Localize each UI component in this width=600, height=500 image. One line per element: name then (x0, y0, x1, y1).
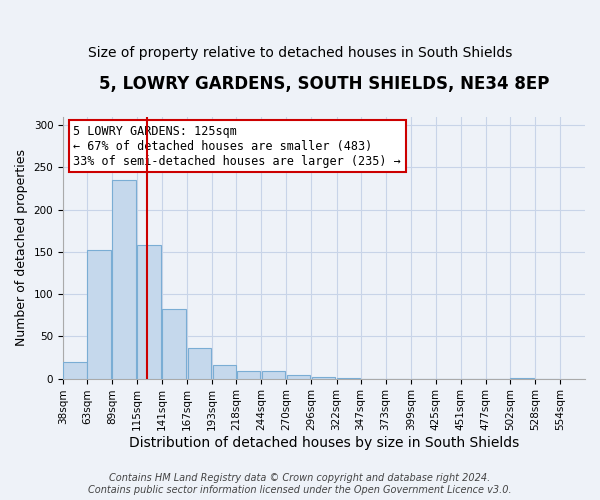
Bar (287, 375, 310, 378)
X-axis label: Distribution of detached houses by size in South Shields: Distribution of detached houses by size … (129, 436, 519, 450)
Bar (137, 245, 161, 378)
Bar (163, 310, 186, 378)
Text: 5 LOWRY GARDENS: 125sqm
← 67% of detached houses are smaller (483)
33% of semi-d: 5 LOWRY GARDENS: 125sqm ← 67% of detache… (73, 124, 401, 168)
Title: 5, LOWRY GARDENS, SOUTH SHIELDS, NE34 8EP: 5, LOWRY GARDENS, SOUTH SHIELDS, NE34 8E… (99, 75, 549, 93)
Bar (212, 365, 236, 378)
Bar (236, 371, 260, 378)
Bar (112, 180, 136, 378)
Bar (312, 377, 335, 378)
Text: Contains HM Land Registry data © Crown copyright and database right 2024.
Contai: Contains HM Land Registry data © Crown c… (88, 474, 512, 495)
Bar (88, 250, 111, 378)
Bar (262, 371, 285, 378)
Bar (63, 362, 87, 378)
Y-axis label: Number of detached properties: Number of detached properties (15, 149, 28, 346)
Text: Size of property relative to detached houses in South Shields: Size of property relative to detached ho… (88, 46, 512, 60)
Bar (188, 348, 211, 378)
